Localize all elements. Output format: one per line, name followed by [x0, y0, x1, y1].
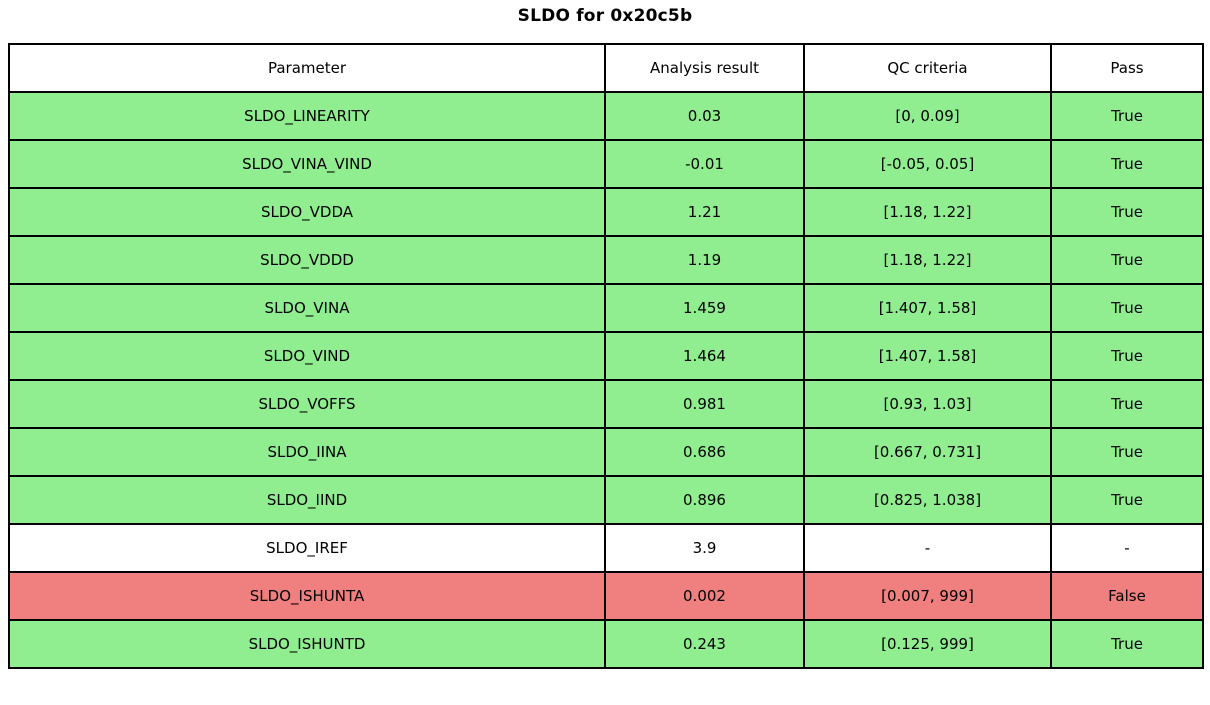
criteria-cell: [1.407, 1.58]	[803, 283, 1052, 333]
table-row: SLDO_IIND 0.896 [0.825, 1.038] True	[8, 475, 1204, 525]
qc-results-table: Parameter Analysis result QC criteria Pa…	[8, 43, 1204, 669]
parameter-cell: SLDO_VINA_VIND	[8, 139, 606, 189]
pass-cell: False	[1050, 571, 1204, 621]
result-cell: -0.01	[604, 139, 805, 189]
pass-cell: True	[1050, 187, 1204, 237]
result-cell: 0.03	[604, 91, 805, 141]
column-header-pass: Pass	[1050, 43, 1204, 93]
table-row: SLDO_IREF 3.9- -	[8, 523, 1204, 573]
column-header-analysis-result: Analysis result	[604, 43, 805, 93]
pass-cell: -	[1050, 523, 1204, 573]
result-cell: 3.9	[604, 523, 805, 573]
parameter-cell: SLDO_ISHUNTA	[8, 571, 606, 621]
result-cell: 0.243	[604, 619, 805, 669]
result-cell: 1.21	[604, 187, 805, 237]
criteria-cell: [1.18, 1.22]	[803, 187, 1052, 237]
column-header-qc-criteria: QC criteria	[803, 43, 1052, 93]
criteria-cell: [0.825, 1.038]	[803, 475, 1052, 525]
criteria-cell: [1.18, 1.22]	[803, 235, 1052, 285]
table-row: SLDO_VDDA 1.21 [1.18, 1.22] True	[8, 187, 1204, 237]
result-cell: 1.19	[604, 235, 805, 285]
criteria-cell: [0.007, 999]	[803, 571, 1052, 621]
table-row: SLDO_ISHUNTA 0.002 [0.007, 999] False	[8, 571, 1204, 621]
parameter-cell: SLDO_VDDD	[8, 235, 606, 285]
criteria-cell: [-0.05, 0.05]	[803, 139, 1052, 189]
parameter-cell: SLDO_ISHUNTD	[8, 619, 606, 669]
parameter-cell: SLDO_VOFFS	[8, 379, 606, 429]
criteria-cell: [0.93, 1.03]	[803, 379, 1052, 429]
parameter-cell: SLDO_LINEARITY	[8, 91, 606, 141]
pass-cell: True	[1050, 379, 1204, 429]
pass-cell: True	[1050, 619, 1204, 669]
result-cell: 1.459	[604, 283, 805, 333]
criteria-cell: [0.125, 999]	[803, 619, 1052, 669]
table-row: SLDO_IINA 0.686 [0.667, 0.731] True	[8, 427, 1204, 477]
table-row: SLDO_ISHUNTD 0.243 [0.125, 999] True	[8, 619, 1204, 669]
table-row: SLDO_LINEARITY 0.03 [0, 0.09] True	[8, 91, 1204, 141]
pass-cell: True	[1050, 283, 1204, 333]
pass-cell: True	[1050, 427, 1204, 477]
parameter-cell: SLDO_IIND	[8, 475, 606, 525]
criteria-cell: [1.407, 1.58]	[803, 331, 1052, 381]
result-cell: 0.002	[604, 571, 805, 621]
parameter-cell: SLDO_VIND	[8, 331, 606, 381]
table-row: SLDO_VINA_VIND -0.01 [-0.05, 0.05] True	[8, 139, 1204, 189]
criteria-cell: -	[803, 523, 1052, 573]
table-row: SLDO_VIND 1.464 [1.407, 1.58] True	[8, 331, 1204, 381]
table-body: SLDO_LINEARITY 0.03 [0, 0.09] True SLDO_VINA…	[8, 91, 1204, 669]
criteria-cell: [0.667, 0.731]	[803, 427, 1052, 477]
table-row: SLDO_VINA 1.459 [1.407, 1.58] True	[8, 283, 1204, 333]
parameter-cell: SLDO_IINA	[8, 427, 606, 477]
parameter-cell: SLDO_IREF	[8, 523, 606, 573]
pass-cell: True	[1050, 139, 1204, 189]
result-cell: 0.686	[604, 427, 805, 477]
column-header-parameter: Parameter	[8, 43, 606, 93]
parameter-cell: SLDO_VINA	[8, 283, 606, 333]
result-cell: 0.896	[604, 475, 805, 525]
result-cell: 1.464	[604, 331, 805, 381]
parameter-cell: SLDO_VDDA	[8, 187, 606, 237]
table-row: SLDO_VOFFS 0.981 [0.93, 1.03] True	[8, 379, 1204, 429]
table-row: SLDO_VDDD 1.19 [1.18, 1.22] True	[8, 235, 1204, 285]
page-title: SLDO for 0x20c5b	[517, 6, 693, 26]
table-header: Parameter Analysis result QC criteria Pa…	[8, 43, 1204, 93]
pass-cell: True	[1050, 235, 1204, 285]
result-cell: 0.981	[604, 379, 805, 429]
pass-cell: True	[1050, 475, 1204, 525]
header-row: Parameter Analysis result QC criteria Pa…	[8, 43, 1204, 93]
criteria-cell: [0, 0.09]	[803, 91, 1052, 141]
pass-cell: True	[1050, 331, 1204, 381]
pass-cell: True	[1050, 91, 1204, 141]
